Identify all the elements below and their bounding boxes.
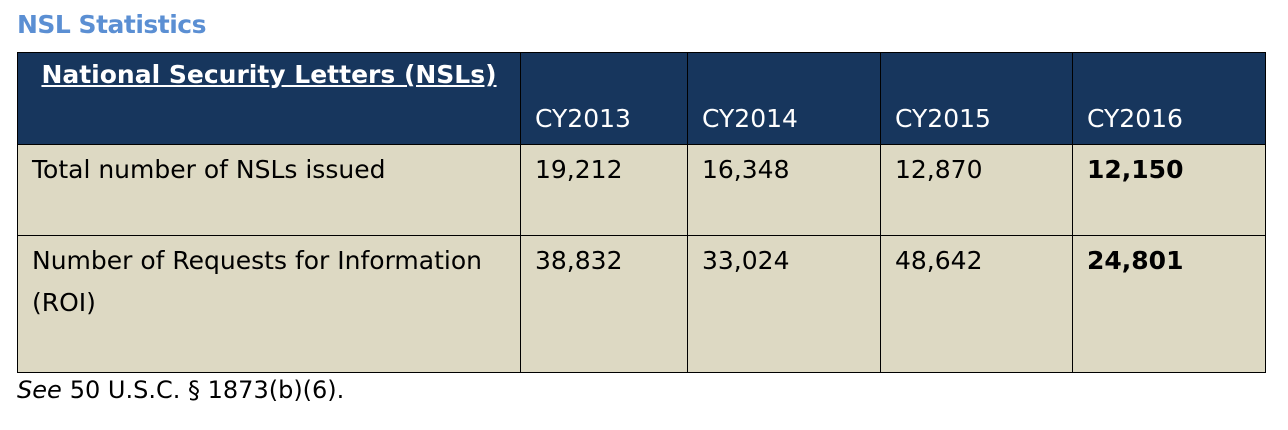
title: NSL Statistics xyxy=(17,10,207,39)
table-row: Total number of NSLs issued 19,212 16,348 1… xyxy=(17,144,1266,236)
table-cell: 19,212 xyxy=(520,144,688,236)
header-cell: National Security Letters (NSLs) xyxy=(17,52,521,145)
header-row: National Security Letters (NSLs) CY2013 CY… xyxy=(17,52,1266,145)
header-cell: CY2013 xyxy=(520,52,688,145)
footnote-emphasis: See xyxy=(17,376,62,404)
table-cell: 48,642 xyxy=(880,235,1073,373)
footnote: See 50 U.S.C. § 1873(b)(6). xyxy=(17,376,344,404)
header-cell: CY2015 xyxy=(880,52,1073,145)
table-cell: 12,870 xyxy=(880,144,1073,236)
footnote-text: 50 U.S.C. § 1873(b)(6). xyxy=(69,376,345,404)
table-cell: 12,150 xyxy=(1072,144,1266,236)
table-cell: 24,801 xyxy=(1072,235,1266,373)
table-cell: 33,024 xyxy=(687,235,881,373)
nsl-table: National Security Letters (NSLs) CY2013 CY… xyxy=(17,52,1266,373)
header-cell: CY2016 xyxy=(1072,52,1266,145)
table-cell: Number of Requests for Information (ROI) xyxy=(17,235,521,373)
header-cell: CY2014 xyxy=(687,52,881,145)
table-cell: Total number of NSLs issued xyxy=(17,144,521,236)
table-body: Total number of NSLs issued 19,212 16,348 1… xyxy=(17,144,1266,373)
table-cell: 16,348 xyxy=(687,144,881,236)
table-cell: 38,832 xyxy=(520,235,688,373)
table-row: Number of Requests for Information (ROI)… xyxy=(17,235,1266,373)
